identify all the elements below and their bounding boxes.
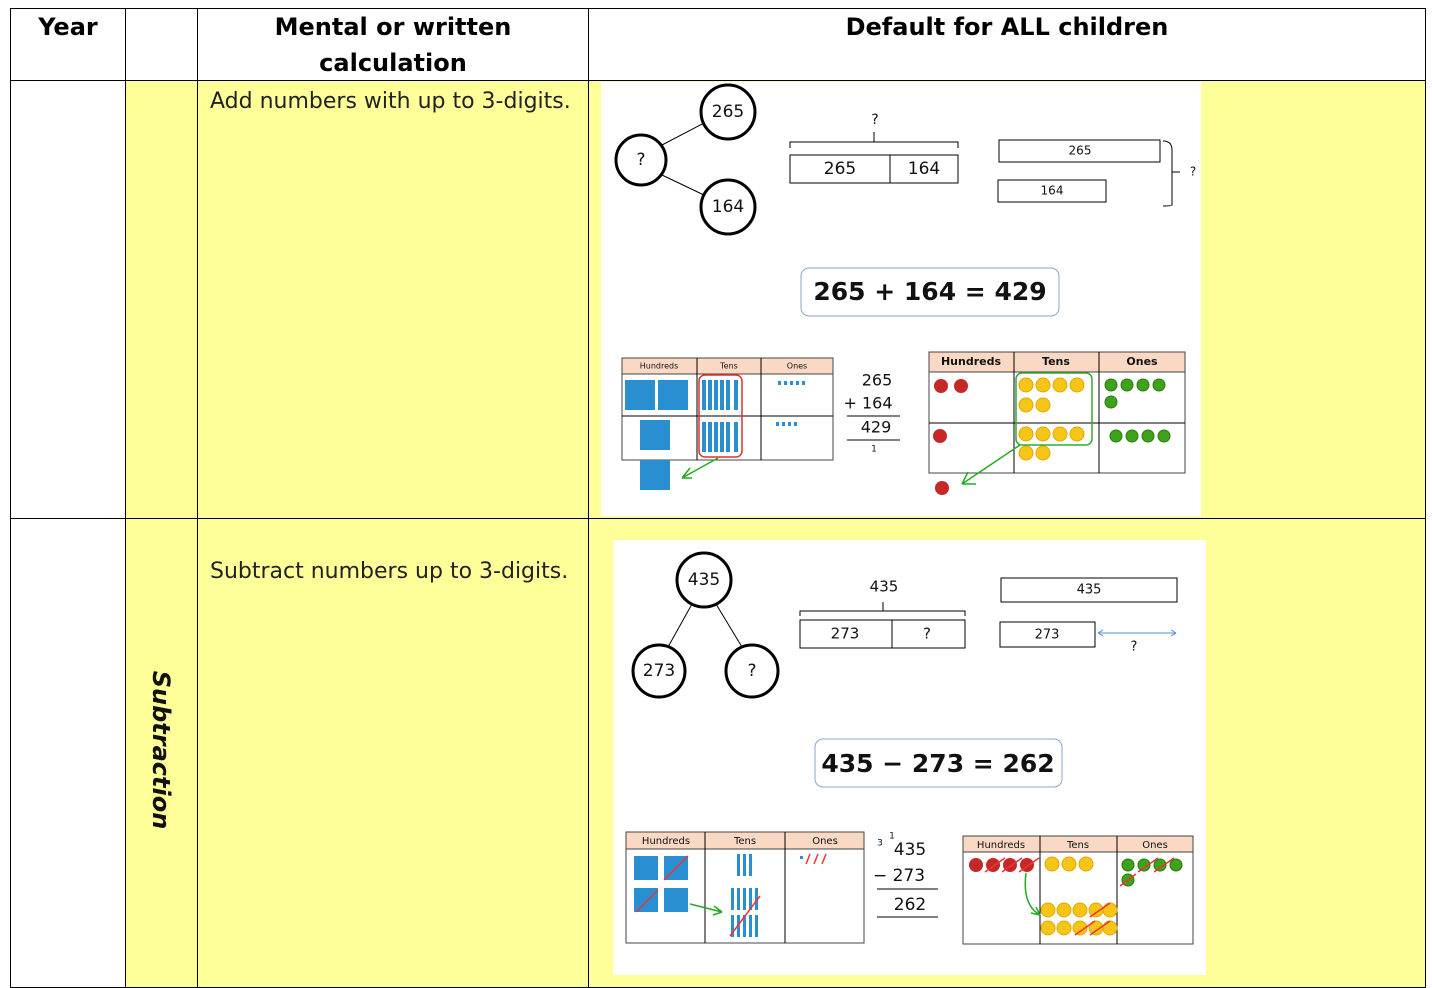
brace <box>799 602 966 616</box>
part-circle <box>699 178 757 236</box>
base-ten-blocks <box>634 854 803 937</box>
column-header: Hundreds <box>941 355 1002 368</box>
bar <box>799 619 966 649</box>
label-cell <box>125 80 198 519</box>
difference-label: ? <box>1190 165 1196 179</box>
cross-outs <box>635 853 827 937</box>
column-header: Tens <box>733 836 756 847</box>
brace <box>789 132 959 148</box>
column-header: Hundreds <box>977 840 1025 851</box>
base-ten-blocks <box>625 380 805 490</box>
part-label: ? <box>747 661 756 681</box>
bar-part: ? <box>923 625 931 643</box>
column-number: 435 <box>894 840 926 860</box>
part-label: 265 <box>712 102 744 122</box>
bar-total: 435 <box>870 578 899 596</box>
exchange-digit: 1 <box>889 832 895 842</box>
column-header: Hundreds <box>642 836 690 847</box>
chart-header <box>625 831 865 850</box>
part-circle <box>724 643 780 699</box>
part-circle <box>631 643 687 699</box>
chart-header <box>928 351 1186 373</box>
description-cell: Subtract numbers up to 3-digits. <box>197 518 589 988</box>
row-label: Subtraction <box>147 671 175 830</box>
description-cell: Add numbers with up to 3-digits. <box>197 80 589 519</box>
column-header: Ones <box>812 836 838 847</box>
bar-part: 265 <box>824 159 856 179</box>
column-answer: 429 <box>861 418 892 437</box>
counters <box>933 377 1171 495</box>
column-header: Ones <box>1142 840 1168 851</box>
difference-arrow <box>1097 629 1177 637</box>
column-header: Ones <box>1126 355 1158 368</box>
bar <box>1000 577 1178 603</box>
difference-label: ? <box>1131 640 1138 655</box>
part-label: 164 <box>712 197 744 217</box>
exchange-digit: 3 <box>877 839 883 849</box>
equation: 265 + 164 = 429 <box>813 277 1046 306</box>
exchange-arrow <box>1024 872 1041 916</box>
equation: 435 − 273 = 262 <box>821 749 1054 778</box>
whole-circle <box>614 133 668 187</box>
header-year: Year <box>38 13 98 41</box>
cross-outs <box>984 857 1175 936</box>
column-number: + 164 <box>843 394 892 413</box>
bar-label: 273 <box>1035 628 1060 643</box>
label-cell <box>125 518 198 988</box>
column-header: Tens <box>1066 840 1089 851</box>
bar-label: 164 <box>1041 184 1064 198</box>
chart-grid <box>622 358 833 460</box>
header-default: Default for ALL children <box>845 13 1169 41</box>
equation-box <box>814 738 1063 788</box>
whole-circle <box>675 551 733 609</box>
header-method: Mental or written calculation <box>274 13 512 77</box>
exchange-arrow <box>689 903 723 916</box>
exchange-arrow <box>961 444 1021 485</box>
column-carry: 1 <box>871 445 877 455</box>
bar-total: ? <box>871 112 878 128</box>
brace <box>1162 140 1180 207</box>
exchange-ring <box>698 374 743 458</box>
column-header: Tens <box>1042 355 1070 368</box>
bar <box>997 179 1107 203</box>
connector <box>715 603 743 648</box>
bar-label: 435 <box>1077 583 1102 598</box>
column-header: Hundreds <box>640 362 679 371</box>
counters <box>969 856 1183 936</box>
chart-header <box>621 357 834 375</box>
column-header: Tens <box>719 362 738 371</box>
bar-label: 265 <box>1069 144 1092 158</box>
column-number: 265 <box>862 371 893 390</box>
bar <box>998 139 1161 163</box>
place-value-chart <box>625 831 865 944</box>
exchange-ring <box>1015 372 1093 446</box>
whole-label: 435 <box>688 570 720 590</box>
column-answer: 262 <box>894 895 926 915</box>
bar-part: 273 <box>831 625 860 643</box>
connector <box>661 174 707 197</box>
description: Subtract numbers up to 3-digits. <box>210 559 569 584</box>
bar <box>999 621 1096 648</box>
chart-grid <box>704 832 786 943</box>
connector <box>661 121 707 146</box>
bar <box>789 154 959 184</box>
chart-grid <box>929 352 1185 473</box>
header-cell: Mental or written calculation <box>197 8 589 81</box>
part-label: 273 <box>643 661 675 681</box>
whole-label: ? <box>636 150 645 170</box>
connector <box>667 603 693 648</box>
exchange-arrow <box>681 457 719 479</box>
equation-box <box>800 267 1060 317</box>
chart-header <box>962 835 1194 853</box>
bar-part: 164 <box>908 159 940 179</box>
part-circle <box>699 83 757 141</box>
description: Add numbers with up to 3-digits. <box>210 89 571 114</box>
column-number: − 273 <box>873 866 925 886</box>
column-header: Ones <box>787 362 807 371</box>
